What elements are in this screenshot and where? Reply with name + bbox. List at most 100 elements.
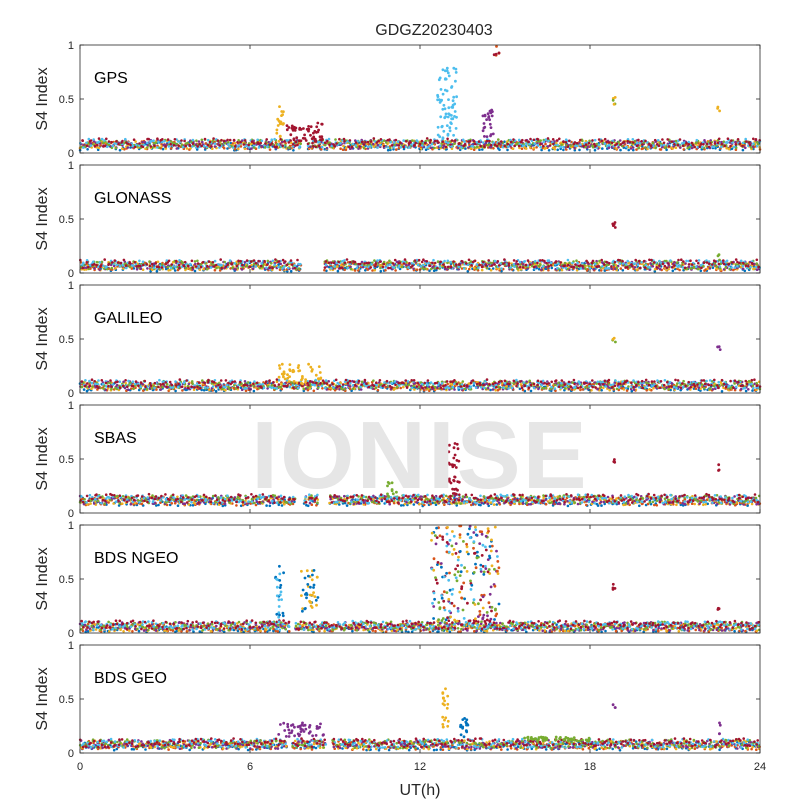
scatter-point (364, 265, 367, 269)
scatter-point (142, 389, 145, 392)
scatter-point (231, 142, 235, 145)
scatter-point (697, 259, 701, 262)
scatter-point (359, 388, 363, 391)
scatter-point (540, 148, 543, 152)
scatter-point (207, 260, 211, 263)
scatter-point (658, 259, 661, 263)
scatter-point (554, 260, 558, 263)
scatter-point (172, 143, 176, 147)
scatter-point (116, 261, 120, 264)
scatter-point (335, 142, 338, 145)
scatter-point (475, 263, 479, 266)
scatter-point (554, 389, 557, 393)
scatter-point (581, 265, 584, 268)
scatter-point (713, 142, 717, 145)
scatter-point (351, 387, 355, 391)
scatter-point (438, 265, 442, 268)
scatter-point (449, 260, 453, 264)
scatter-point (200, 144, 203, 148)
scatter-point (232, 138, 236, 142)
scatter-point (564, 141, 568, 144)
event-point (278, 122, 282, 126)
scatter-point (392, 266, 396, 269)
scatter-point (702, 143, 705, 146)
scatter-point (685, 141, 688, 145)
scatter-point (625, 389, 629, 392)
event-point (285, 128, 289, 132)
scatter-point (625, 263, 628, 266)
scatter-point (226, 147, 229, 150)
scatter-point (755, 262, 758, 265)
scatter-point (378, 143, 382, 147)
event-point (295, 136, 299, 140)
scatter-point (213, 268, 217, 272)
scatter-point (191, 382, 194, 386)
scatter-point (665, 259, 668, 263)
scatter-point (529, 137, 532, 141)
event-point (294, 140, 298, 144)
scatter-point (471, 145, 474, 148)
scatter-point (481, 141, 485, 144)
scatter-point (123, 148, 126, 151)
scatter-point (511, 147, 515, 150)
scatter-point (556, 148, 559, 152)
scatter-point (175, 147, 179, 150)
event-point (312, 131, 315, 135)
scatter-point (402, 147, 406, 151)
scatter-point (717, 262, 721, 266)
scatter-point (201, 140, 204, 144)
scatter-point (633, 266, 637, 269)
scatter-point (446, 137, 449, 141)
scatter-point (348, 260, 352, 264)
scatter-point (415, 268, 419, 272)
event-point (453, 110, 457, 113)
scatter-point (444, 145, 448, 149)
event-point (448, 129, 452, 133)
scatter-point (341, 266, 344, 270)
scatter-point (376, 259, 379, 262)
scatter-point (224, 389, 227, 392)
scatter-point (180, 139, 183, 142)
scatter-point (320, 145, 324, 149)
scatter-point (218, 144, 222, 147)
scatter-point (333, 145, 337, 148)
event-point (304, 139, 308, 142)
event-point (716, 107, 719, 110)
chart-title: GDGZ20230403 (375, 22, 493, 39)
scatter-point (287, 266, 290, 270)
scatter-point (682, 148, 686, 151)
scatter-point (742, 261, 745, 265)
scatter-point (715, 265, 719, 269)
scatter-point (468, 139, 472, 143)
scatter-point (96, 143, 99, 147)
scatter-point (461, 260, 464, 263)
scatter-point (568, 139, 571, 143)
scatter-point (726, 137, 730, 140)
scatter-point (377, 139, 381, 143)
scatter-point (591, 139, 594, 142)
event-point (447, 112, 451, 116)
event-point (611, 98, 615, 102)
scatter-point (631, 138, 635, 141)
event-point (442, 129, 446, 133)
scatter-point (633, 262, 636, 265)
scatter-point (103, 144, 106, 148)
scatter-point (644, 139, 647, 143)
scatter-point (431, 261, 434, 265)
scatter-point (526, 259, 530, 262)
scatter-point (636, 141, 639, 145)
scatter-point (512, 259, 516, 262)
scatter-point (124, 137, 127, 141)
scatter-point (664, 146, 667, 150)
event-point (281, 113, 284, 116)
scatter-point (498, 148, 501, 152)
scatter-point (265, 138, 269, 141)
scatter-point (374, 262, 378, 266)
scatter-point (619, 267, 623, 270)
scatter-point (741, 141, 745, 145)
scatter-point (106, 145, 109, 149)
event-point (490, 114, 494, 118)
scatter-point (344, 148, 348, 152)
scatter-point (446, 265, 450, 269)
scatter-point (343, 259, 346, 262)
